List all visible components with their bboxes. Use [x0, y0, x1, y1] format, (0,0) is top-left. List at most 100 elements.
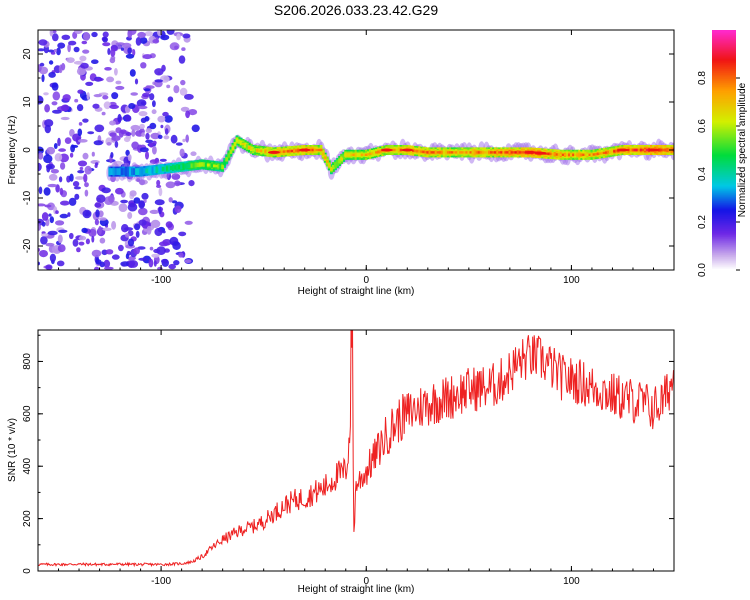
- spectral-ridge-cell: [293, 149, 296, 152]
- noise-speckle: [178, 252, 184, 258]
- spectral-ridge-cell: [245, 144, 249, 149]
- noise-speckle: [137, 105, 148, 110]
- colorbar-cell: [712, 134, 736, 137]
- colorbar-cell: [712, 176, 736, 179]
- noise-speckle: [96, 194, 106, 203]
- spectral-ridge-cell: [576, 153, 579, 156]
- noise-speckle: [69, 152, 74, 158]
- noise-speckle: [141, 132, 146, 138]
- spectral-ridge-cell: [360, 153, 364, 156]
- noise-speckle: [134, 223, 141, 231]
- noise-speckle: [95, 257, 99, 264]
- spectral-ridge-cell: [350, 153, 354, 156]
- noise-speckle: [38, 162, 42, 172]
- spectral-ridge-cell: [213, 164, 216, 167]
- colorbar-cell: [712, 240, 736, 243]
- spectral-ridge-cell: [352, 153, 356, 156]
- noise-speckle: [166, 30, 175, 35]
- noise-speckle: [131, 141, 139, 150]
- spectral-ridge-cell: [358, 153, 362, 156]
- colorbar-cell: [712, 54, 736, 57]
- noise-speckle: [176, 33, 181, 41]
- spectral-ridge-cell: [252, 148, 255, 152]
- spectral-ridge-cell: [570, 153, 573, 156]
- noise-speckle: [184, 220, 193, 225]
- noise-speckle: [86, 92, 90, 101]
- spectral-ridge-cell: [110, 168, 114, 175]
- spectral-ridge-cell: [580, 153, 584, 156]
- spectral-ridge-cell: [108, 168, 112, 175]
- noise-speckle: [179, 148, 185, 157]
- snr-x-axis: -100 0 100: [58, 330, 675, 587]
- spectral-ridge-cell: [666, 148, 670, 152]
- noise-speckle: [56, 47, 61, 56]
- colorbar-cell: [712, 98, 736, 101]
- noise-speckle: [168, 263, 176, 270]
- spectral-ridge-cell: [481, 151, 485, 154]
- noise-speckle: [49, 30, 54, 37]
- spectrogram-x-label: Height of straight line (km): [298, 286, 415, 297]
- colorbar-cell: [712, 152, 736, 155]
- noise-speckle: [152, 140, 157, 145]
- spectral-ridge-cell: [208, 163, 212, 168]
- noise-speckle: [156, 179, 161, 187]
- noise-speckle: [77, 89, 84, 94]
- noise-speckle: [131, 129, 136, 137]
- spectral-ridge-cell: [161, 166, 165, 172]
- noise-speckle: [109, 120, 116, 126]
- colorbar-tick-label: 0.0: [697, 263, 708, 277]
- colorbar-cell: [712, 194, 736, 197]
- noise-speckle: [47, 49, 55, 53]
- spectral-peak: [524, 150, 537, 154]
- spectral-ridge-cell: [243, 143, 247, 148]
- spectral-ridge-cell: [184, 164, 188, 169]
- colorbar-cell: [712, 224, 736, 227]
- noise-speckle: [142, 54, 153, 60]
- spectral-ridge-cell: [563, 153, 567, 156]
- colorbar-cell: [712, 190, 736, 193]
- spectral-ridge-cell: [609, 150, 612, 154]
- spectral-ridge-cell: [588, 153, 592, 156]
- spectral-ridge-cell: [206, 163, 210, 167]
- noise-speckle: [157, 134, 163, 139]
- spectral-ridge-cell: [557, 153, 561, 156]
- noise-speckle: [39, 250, 48, 258]
- colorbar-cell: [712, 74, 736, 77]
- spectral-ridge-cell: [391, 148, 395, 152]
- colorbar-cell: [712, 144, 736, 147]
- spectral-ridge-cell: [444, 151, 448, 154]
- colorbar-cell: [712, 250, 736, 253]
- noise-speckle: [152, 39, 160, 44]
- noise-speckle: [75, 176, 85, 180]
- spectral-ridge-cell: [518, 151, 522, 154]
- spectral-ridge-cell: [317, 148, 321, 152]
- spectral-ridge-cell: [264, 150, 268, 153]
- colorbar-cell: [712, 46, 736, 49]
- noise-speckle: [38, 223, 41, 231]
- spectrogram-y-label: Frequency (Hz): [7, 116, 18, 185]
- spectral-ridge-cell: [182, 164, 186, 169]
- spectral-ridge-cell: [112, 168, 116, 175]
- spectral-ridge-cell: [637, 148, 641, 152]
- colorbar-cell: [712, 140, 736, 143]
- colorbar-cell: [712, 184, 736, 187]
- noise-speckle: [151, 253, 160, 258]
- noise-speckle: [94, 218, 99, 226]
- colorbar-cell: [712, 128, 736, 131]
- noise-speckle: [93, 94, 103, 98]
- colorbar-tick-label: 0.6: [697, 119, 708, 133]
- noise-speckle: [162, 230, 166, 234]
- spectral-ridge-cell: [157, 166, 161, 173]
- spectral-ridge-cell: [446, 151, 450, 154]
- spectral-ridge-cell: [506, 151, 510, 154]
- spectral-ridge-cell: [490, 151, 493, 154]
- noise-speckle: [115, 85, 125, 90]
- spectrogram-y-tick-label: 0: [22, 147, 33, 153]
- spectral-ridge-cell: [196, 162, 200, 168]
- noise-speckle: [44, 204, 52, 208]
- spectral-ridge-cell: [545, 152, 549, 155]
- noise-speckle: [162, 111, 169, 117]
- spectral-ridge-cell: [399, 148, 403, 152]
- colorbar-cell: [712, 242, 736, 245]
